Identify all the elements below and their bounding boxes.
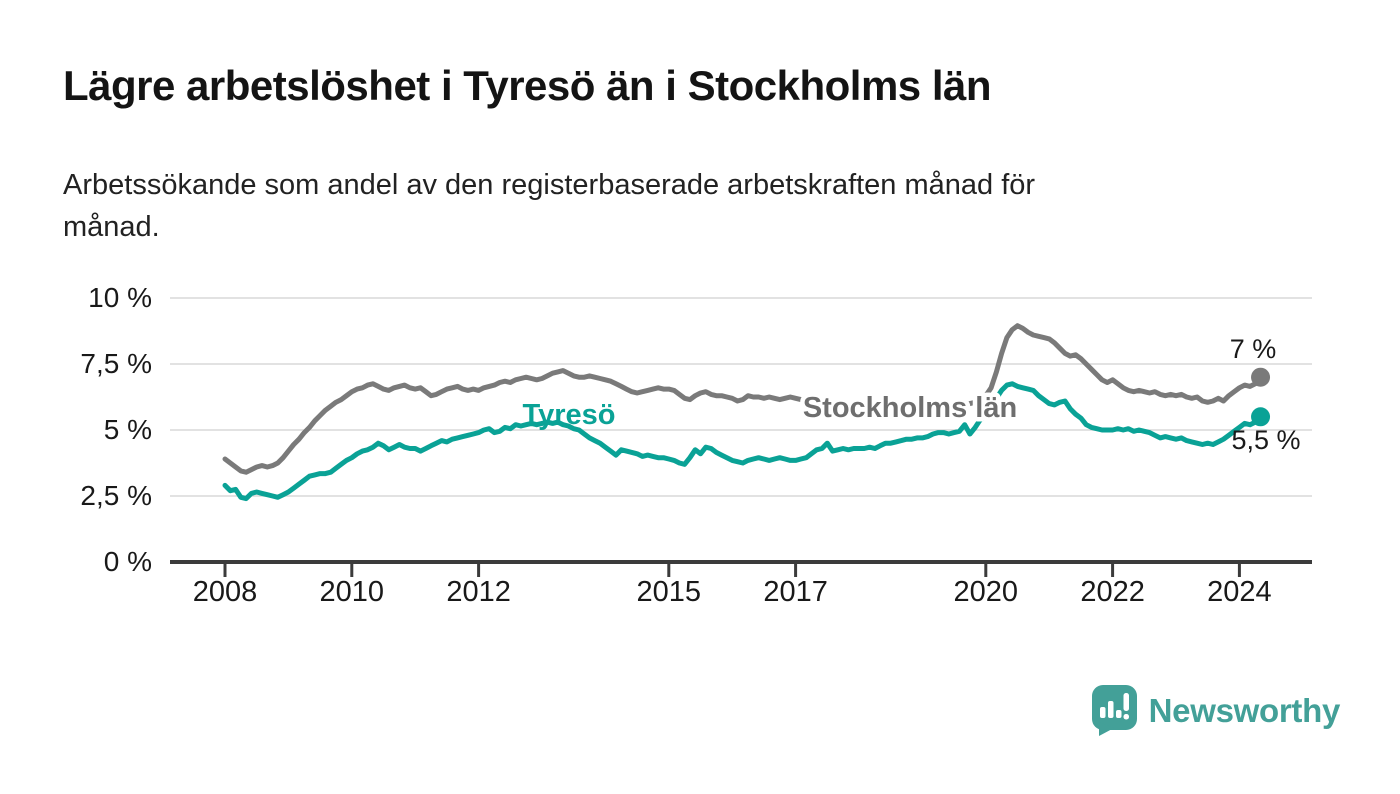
x-axis-tick-marks xyxy=(223,564,1241,577)
newsworthy-icon xyxy=(1091,685,1137,736)
series-label-stockholms-lan: Stockholms län xyxy=(803,392,1017,424)
y-tick-label: 0 % xyxy=(104,546,152,577)
x-tick-label: 2024 xyxy=(1207,576,1272,608)
end-value-label-stockholms-lan: 7 % xyxy=(1230,334,1277,364)
newsworthy-logo: Newsworthy xyxy=(1091,684,1340,737)
series-name-labels: Stockholms län Tyresö xyxy=(523,388,1022,432)
series-lines xyxy=(222,323,1271,502)
x-tick-label: 2010 xyxy=(320,576,385,608)
x-tick-label: 2022 xyxy=(1080,576,1145,608)
end-dot-tyreso xyxy=(1251,407,1271,427)
y-tick-label: 5 % xyxy=(104,414,152,445)
page-title: Lägre arbetslöshet i Tyresö än i Stockho… xyxy=(63,62,992,109)
y-tick-label: 7,5 % xyxy=(80,348,152,379)
x-tick-label: 2015 xyxy=(637,576,702,608)
series-line-tyreso xyxy=(222,381,1263,502)
series-line-stockholms-lan xyxy=(222,323,1263,475)
newsworthy-wordmark: Newsworthy xyxy=(1148,691,1341,729)
x-tick-label: 2012 xyxy=(446,576,511,608)
y-tick-label: 2,5 % xyxy=(80,480,152,511)
y-axis-labels: 0 % 2,5 % 5 % 7,5 % 10 % xyxy=(80,282,152,577)
x-tick-label: 2008 xyxy=(193,576,258,608)
chart-subtitle: Arbetssökande som andel av den registerb… xyxy=(63,169,1036,244)
x-tick-label: 2020 xyxy=(954,576,1019,608)
series-label-tyreso: Tyresö xyxy=(523,399,616,431)
end-value-labels: 7 % 5,5 % xyxy=(1230,334,1301,455)
x-tick-label: 2017 xyxy=(763,576,828,608)
y-tick-label: 10 % xyxy=(88,282,152,313)
end-value-label-tyreso: 5,5 % xyxy=(1231,425,1300,455)
x-axis-labels: 2008 2010 2012 2015 2017 2020 2022 2024 xyxy=(193,576,1272,608)
end-dot-stockholms-lan xyxy=(1251,367,1271,387)
